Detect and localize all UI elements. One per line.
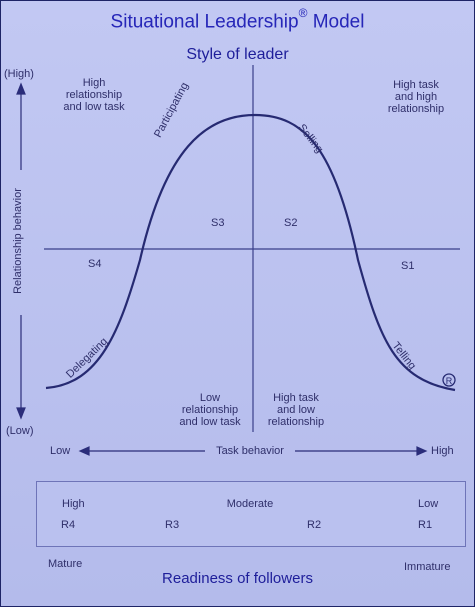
style-of-leader-heading: Style of leader bbox=[186, 46, 289, 63]
style-s3-label: S3 bbox=[211, 217, 225, 229]
quadrant-top-left-text: High relationship and low task bbox=[63, 77, 125, 113]
relationship-axis-arrow bbox=[16, 82, 26, 420]
quadrant-bottom-left-text: Low relationship and low task bbox=[179, 392, 241, 428]
registered-mark-icon: R bbox=[442, 373, 456, 387]
y-axis-high-label: (High) bbox=[4, 68, 34, 80]
y-axis-low-label: (Low) bbox=[6, 425, 34, 437]
immature-label: Immature bbox=[404, 561, 451, 573]
readiness-level-r1: R1 bbox=[418, 519, 433, 531]
style-s4-label: S4 bbox=[88, 258, 102, 270]
task-high-label: High bbox=[431, 445, 454, 457]
readiness-panel bbox=[36, 481, 466, 547]
readiness-level-r3: R3 bbox=[165, 519, 180, 531]
task-behavior-label: Task behavior bbox=[216, 445, 284, 457]
diagram-title: Situational Leadership® Model bbox=[110, 6, 365, 33]
quadrant-bottom-right-text: High task and low relationship bbox=[267, 392, 325, 428]
readiness-of-followers-heading: Readiness of followers bbox=[162, 570, 313, 587]
quadrant-top-right-text: High task and high relationship bbox=[387, 79, 445, 115]
leadership-curve bbox=[45, 113, 456, 392]
style-s2-label: S2 bbox=[284, 217, 298, 229]
readiness-level-r4: R4 bbox=[61, 519, 76, 531]
mature-label: Mature bbox=[48, 558, 83, 570]
readiness-high-label: High bbox=[62, 498, 85, 510]
readiness-moderate-label: Moderate bbox=[226, 498, 274, 510]
y-axis-label: Relationship behavior bbox=[12, 188, 24, 294]
style-s1-label: S1 bbox=[401, 260, 415, 272]
readiness-low-label: Low bbox=[418, 498, 439, 510]
svg-text:R: R bbox=[446, 376, 453, 386]
task-behavior-arrow bbox=[78, 446, 428, 456]
readiness-level-r2: R2 bbox=[307, 519, 322, 531]
task-low-label: Low bbox=[50, 445, 71, 457]
